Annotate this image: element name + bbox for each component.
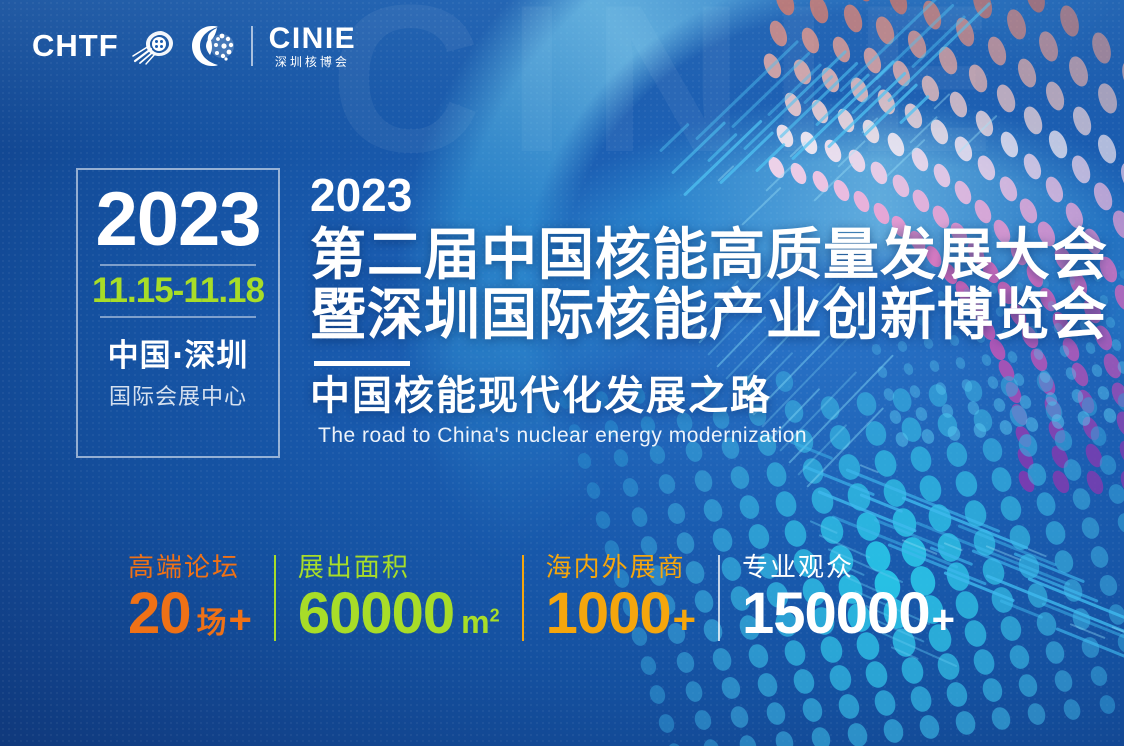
stat-divider-3 <box>718 554 721 641</box>
chtf-wordmark: CHTF <box>32 28 119 63</box>
stat-forums-plus: + <box>228 597 252 642</box>
stat-exhibitors-number: 1000 <box>545 580 672 646</box>
stat-forums-number: 20 <box>128 580 192 646</box>
stat-divider-2 <box>521 554 524 641</box>
stats-row: 高端论坛 20 场 + 展出面积 60000 m2 海内外展商 1000 + <box>128 552 955 643</box>
datebox-year: 2023 <box>95 177 261 262</box>
cinie-chinese-subtext: 深圳核博会 <box>274 55 350 69</box>
stat-area-unit: m2 <box>461 606 499 638</box>
stat-exhibitors-value: 1000 + <box>545 580 697 646</box>
stat-visitors-value: 150000 + <box>742 580 955 646</box>
stat-exhibitors: 海内外展商 1000 + <box>546 552 696 643</box>
cinie-lockup: CINIE 深圳核博会 <box>268 22 357 69</box>
title-line-1: 第二届中国核能高质量发展大会 <box>310 223 1108 288</box>
stat-exhibitors-label: 海内外展商 <box>545 553 686 583</box>
stat-area-number: 60000 <box>297 580 455 646</box>
brand-header: CHTF <box>32 22 357 69</box>
title-accent-rule <box>314 360 410 366</box>
stat-area-label: 展出面积 <box>297 553 410 583</box>
stat-visitors-label: 专业观众 <box>742 553 855 583</box>
datebox-rule-bottom <box>100 315 256 318</box>
stat-exhibitors-plus: + <box>672 597 697 642</box>
cinie-atom-leaf-emblem-icon <box>191 26 234 66</box>
stat-area-unit-m: m <box>461 603 490 640</box>
stat-visitors-plus: + <box>931 597 955 642</box>
datebox-city: 中国·深圳 <box>107 337 249 374</box>
date-location-box: 2023 11.15-11.18 中国·深圳 国际会展中心 <box>76 168 280 458</box>
datebox-dates: 11.15-11.18 <box>92 270 265 310</box>
stat-divider-1 <box>273 554 276 641</box>
main-title-block: 2023 第二届中国核能高质量发展大会 暨深圳国际核能产业创新博览会 中国核能现… <box>310 172 1108 448</box>
stat-area: 展出面积 60000 m2 <box>298 552 500 643</box>
stat-forums-label: 高端论坛 <box>128 553 241 583</box>
cinie-wordmark: CINIE <box>268 22 357 55</box>
stat-forums-value: 20 场 + <box>128 580 252 646</box>
logo-divider-icon <box>250 26 253 66</box>
datebox-venue: 国际会展中心 <box>108 384 247 410</box>
stat-visitors-number: 150000 <box>742 580 931 646</box>
stat-visitors: 专业观众 150000 + <box>742 552 955 643</box>
stat-area-unit-superscript: 2 <box>489 604 500 625</box>
title-year: 2023 <box>310 169 413 221</box>
datebox-rule-top <box>100 263 256 266</box>
stat-area-value: 60000 m2 <box>297 580 500 646</box>
chtf-comet-emblem-icon <box>131 31 173 65</box>
title-line-2: 暨深圳国际核能产业创新博览会 <box>310 283 1108 349</box>
stat-forums: 高端论坛 20 场 + <box>128 552 252 643</box>
stat-forums-unit: 场 <box>196 605 227 641</box>
title-english-tagline: The road to China's nuclear energy moder… <box>318 423 808 447</box>
title-slogan: 中国核能现代化发展之路 <box>310 372 772 419</box>
